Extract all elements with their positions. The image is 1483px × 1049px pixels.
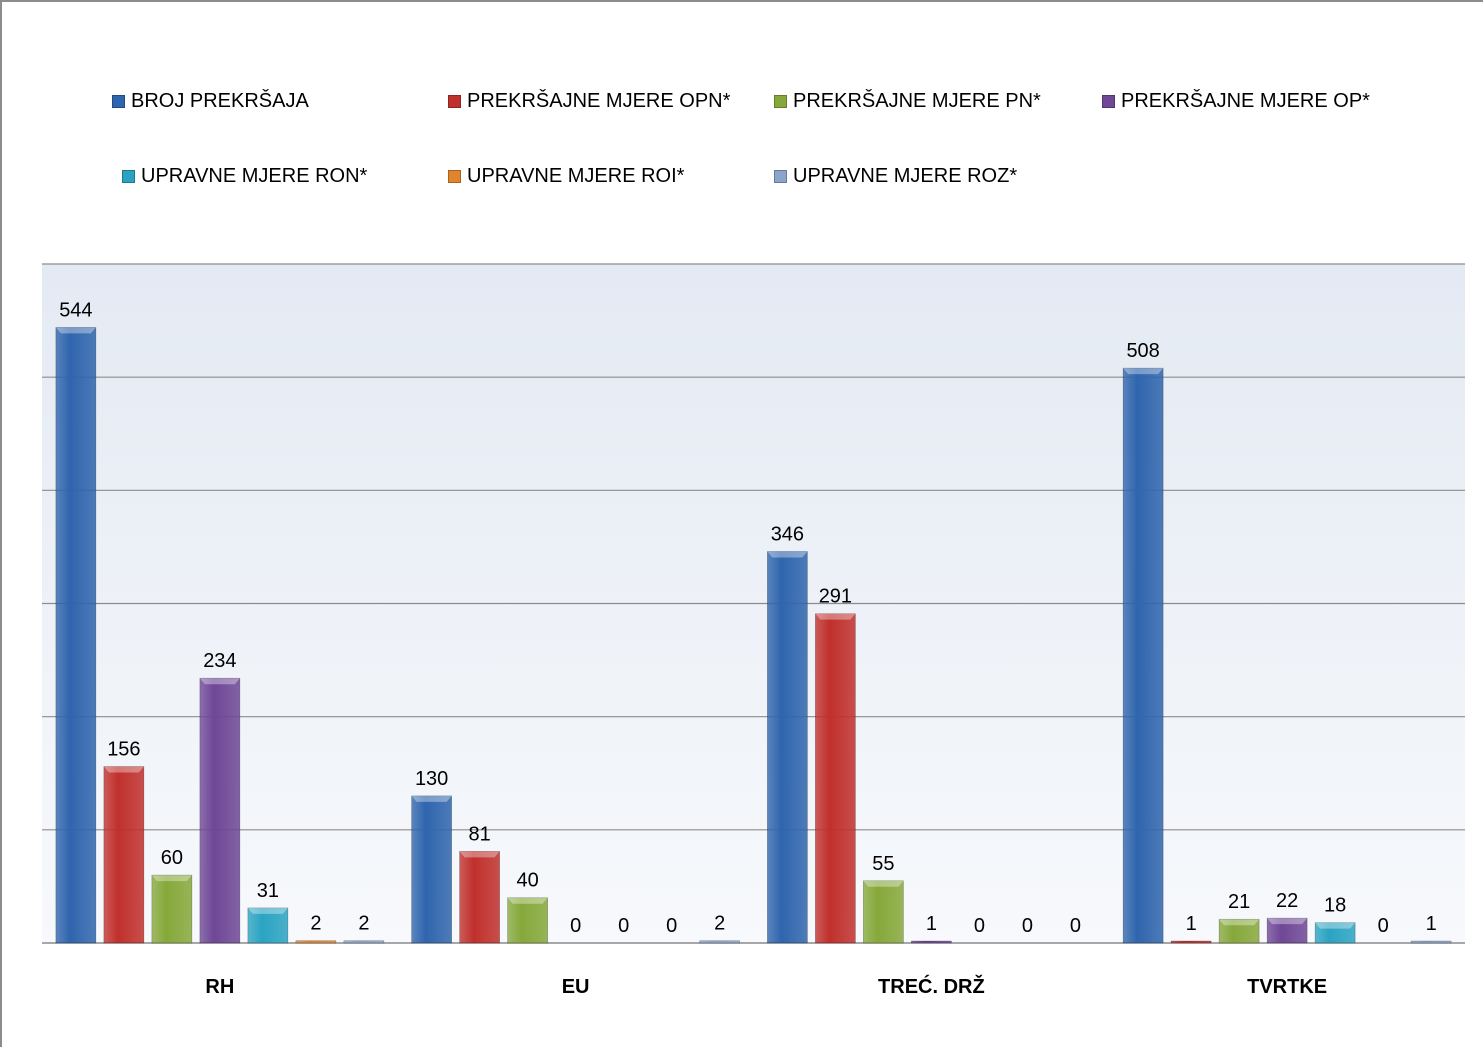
bar-rh-s3 [199, 677, 241, 944]
legend-swatch [1102, 95, 1115, 108]
category-label: RH [205, 976, 234, 998]
category-label: EU [562, 976, 590, 998]
data-label: 234 [203, 650, 236, 672]
bar-rh-s2 [151, 874, 193, 944]
data-label: 1 [926, 913, 937, 935]
data-label: 0 [570, 915, 581, 937]
bar-tvrtke-s6 [1410, 940, 1452, 944]
legend-swatch [774, 95, 787, 108]
bar-rh-s0 [55, 327, 97, 944]
category-label: TREĆ. DRŽ [878, 974, 985, 998]
bar-bevel [247, 907, 288, 914]
category-label: TVRTKE [1247, 976, 1327, 998]
bar-tre-dr--s2 [863, 880, 904, 944]
bar-rh-s5 [295, 940, 337, 944]
data-label: 0 [974, 915, 985, 937]
bar-bevel [507, 897, 548, 904]
data-label: 0 [1378, 915, 1389, 937]
legend-item-opn: PREKRŠAJNE MJERE OPN* [448, 90, 730, 113]
legend-swatch [448, 95, 461, 108]
data-label: 40 [517, 870, 539, 892]
data-label: 1 [1426, 913, 1437, 935]
bar-rh-s6 [343, 940, 385, 944]
bar-tre-dr--s1 [815, 613, 856, 944]
bar-bevel [1267, 918, 1308, 925]
legend-swatch [112, 95, 125, 108]
bar-tvrtke-s4 [1314, 922, 1356, 944]
legend-item-ron: UPRAVNE MJERE RON* [122, 165, 367, 188]
bar-bevel [151, 875, 192, 882]
legend-swatch [122, 170, 135, 183]
bar-eu-s1 [459, 851, 500, 944]
legend-label: BROJ PREKRŠAJA [131, 90, 309, 112]
legend-swatch [774, 170, 787, 183]
data-label: 544 [59, 299, 92, 321]
bar-bevel [103, 766, 144, 773]
data-label: 0 [618, 915, 629, 937]
bar-bevel [1315, 922, 1356, 929]
bar-bevel [411, 795, 452, 802]
bar-bevel [55, 327, 96, 334]
bar-tvrtke-s0 [1122, 367, 1164, 944]
legend-label: UPRAVNE MJERE RON* [141, 165, 368, 187]
bar-eu-s0 [411, 795, 452, 944]
legend-label: PREKRŠAJNE MJERE PN* [793, 90, 1041, 112]
legend-swatch [448, 170, 461, 183]
data-label: 1 [1186, 913, 1197, 935]
bar-bevel [1123, 368, 1164, 375]
data-label: 2 [310, 913, 321, 935]
legend-item-pn: PREKRŠAJNE MJERE PN* [774, 90, 1041, 113]
bar-tvrtke-s2 [1218, 918, 1260, 944]
bar-bevel [863, 880, 904, 887]
data-label: 291 [819, 586, 852, 608]
data-label: 0 [1022, 915, 1033, 937]
legend-item-broj-prekrsaja: BROJ PREKRŠAJA [112, 90, 309, 113]
bar-tre-dr--s0 [767, 551, 808, 944]
data-label: 130 [415, 768, 448, 790]
data-label: 0 [1070, 915, 1081, 937]
legend-item-op: PREKRŠAJNE MJERE OP* [1102, 90, 1370, 113]
data-label: 21 [1228, 891, 1250, 913]
bar-bevel [199, 678, 240, 685]
data-label: 60 [161, 847, 183, 869]
bar-bevel [767, 551, 808, 558]
legend-label: PREKRŠAJNE MJERE OP* [1121, 90, 1370, 112]
data-label: 156 [107, 738, 140, 760]
legend-item-roz: UPRAVNE MJERE ROZ* [774, 165, 1017, 188]
data-label: 81 [469, 823, 491, 845]
data-label: 508 [1126, 340, 1159, 362]
legend-label: PREKRŠAJNE MJERE OPN* [467, 90, 731, 112]
data-label: 346 [771, 523, 804, 545]
data-label: 2 [358, 913, 369, 935]
bar-bevel [815, 613, 856, 620]
data-label: 2 [714, 913, 725, 935]
bar-eu-s6 [699, 940, 740, 944]
bar-bevel [1219, 919, 1260, 926]
bar-tvrtke-s3 [1266, 917, 1308, 944]
data-label: 31 [257, 880, 279, 902]
data-label: 55 [872, 853, 894, 875]
bar-rh-s1 [103, 766, 145, 944]
legend-label: UPRAVNE MJERE ROI* [467, 165, 685, 187]
bar-eu-s2 [507, 897, 548, 944]
bar-tre-dr--s3 [911, 940, 952, 944]
legend-label: UPRAVNE MJERE ROZ* [793, 165, 1018, 187]
bar-tvrtke-s1 [1170, 940, 1212, 944]
data-label: 18 [1324, 895, 1346, 917]
bar-bevel [459, 851, 500, 858]
legend-item-roi: UPRAVNE MJERE ROI* [448, 165, 684, 188]
bar-rh-s4 [247, 907, 289, 944]
data-label: 22 [1276, 890, 1298, 912]
data-label: 0 [666, 915, 677, 937]
